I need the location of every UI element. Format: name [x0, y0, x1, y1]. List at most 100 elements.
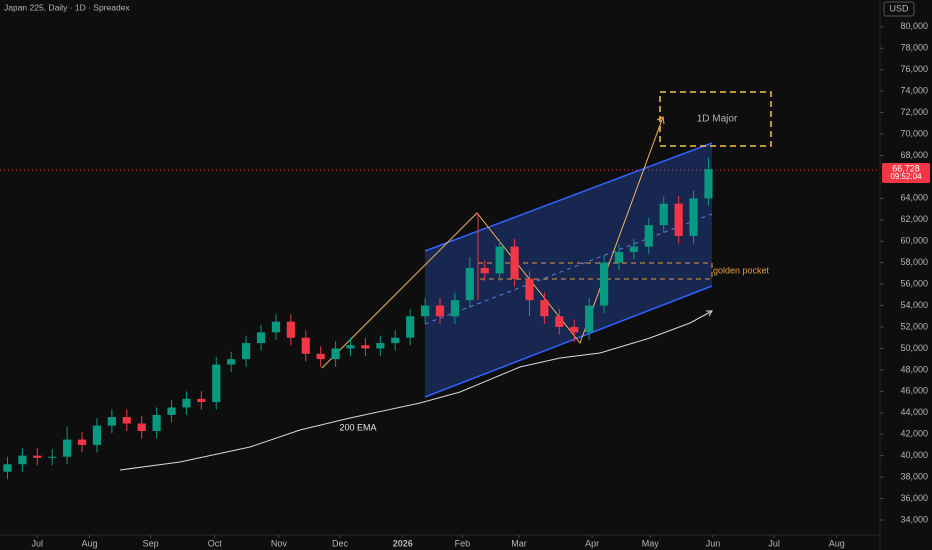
- y-tick-label: 78,000: [900, 43, 928, 53]
- x-tick-label: Mar: [511, 538, 527, 548]
- candle-body: [77, 439, 87, 445]
- candle-body: [555, 316, 564, 328]
- candle-body: [704, 169, 713, 199]
- candle-body: [659, 203, 668, 226]
- candle-body: [465, 268, 474, 301]
- y-tick-label: 44,000: [900, 407, 928, 417]
- candle-body: [406, 316, 415, 338]
- x-tick-label: Jul: [768, 538, 780, 548]
- last-price: 66,728: [892, 163, 920, 173]
- candle-body: [271, 321, 281, 333]
- y-tick-label: 50,000: [900, 343, 928, 353]
- candle-body: [689, 198, 698, 236]
- y-tick-label: 80,000: [900, 21, 928, 31]
- candle-body: [361, 345, 370, 349]
- golden-pocket-box: [477, 262, 713, 280]
- y-tick-label: 42,000: [900, 429, 928, 439]
- chart-title: Japan 225, Daily · 1D · Spreadex: [4, 2, 130, 12]
- candle-body: [197, 398, 206, 403]
- channel-bottom: [424, 285, 713, 398]
- y-tick-label: 68,000: [900, 150, 928, 160]
- candle-body: [182, 398, 191, 408]
- channel-fill: [425, 143, 712, 397]
- x-tick-label: Nov: [271, 538, 288, 548]
- x-tick-label: Jun: [706, 538, 721, 548]
- candle-body: [510, 246, 519, 279]
- y-tick-label: 40,000: [900, 450, 928, 460]
- candle-body: [674, 203, 683, 236]
- candle-body: [167, 407, 176, 415]
- y-tick-label: 64,000: [900, 193, 928, 203]
- y-tick-label: 74,000: [900, 86, 928, 96]
- y-tick-label: 72,000: [900, 107, 928, 117]
- y-tick-label: 36,000: [900, 493, 928, 503]
- ema-label: 200 EMA: [339, 422, 376, 432]
- candle-body: [331, 348, 340, 360]
- candle-body: [570, 327, 579, 333]
- x-tick-label: Oct: [208, 538, 223, 548]
- y-tick-label: 56,000: [900, 278, 928, 288]
- y-tick-label: 62,000: [900, 214, 928, 224]
- candle-body: [3, 464, 12, 472]
- candle-body: [480, 268, 489, 274]
- candle-body: [92, 425, 102, 445]
- candle-body: [495, 246, 504, 274]
- candle-body: [301, 337, 310, 354]
- countdown: 09:52:04: [890, 172, 922, 181]
- candle-body: [420, 305, 430, 317]
- candle-body: [48, 456, 57, 458]
- x-tick-label: Apr: [585, 538, 599, 548]
- x-tick-label: 2026: [393, 538, 413, 548]
- price-badge: [882, 163, 930, 183]
- y-tick-label: 34,000: [900, 514, 928, 524]
- candle-body: [346, 345, 355, 349]
- zigzag: [321, 116, 664, 369]
- candle-body: [63, 439, 72, 457]
- candle-body: [644, 225, 653, 247]
- x-tick-label: Aug: [81, 538, 97, 548]
- candle-body: [525, 278, 534, 301]
- candle-body: [376, 343, 385, 349]
- y-tick-label: 76,000: [900, 64, 928, 74]
- x-tick-label: Feb: [455, 538, 471, 548]
- y-tick-label: 70,000: [900, 128, 928, 138]
- ema-arrow: [706, 310, 713, 317]
- channel-top: [424, 142, 713, 252]
- candle-body: [599, 262, 609, 306]
- candle-body: [122, 417, 131, 424]
- candle-body: [316, 353, 325, 360]
- y-tick-label: 54,000: [900, 300, 928, 310]
- candle-body: [242, 343, 251, 360]
- candle-body: [18, 455, 27, 465]
- ema-line: [119, 310, 713, 471]
- candle-body: [435, 305, 445, 317]
- candle-body: [107, 417, 116, 426]
- y-tick-label: 52,000: [900, 321, 928, 331]
- candle-body: [286, 321, 295, 338]
- x-tick-label: May: [642, 538, 660, 548]
- candle-body: [256, 332, 266, 344]
- candle-body: [450, 300, 460, 317]
- x-tick-label: Sep: [143, 538, 159, 548]
- candle-body: [152, 414, 161, 432]
- candle-body: [540, 300, 549, 317]
- candle-body: [212, 364, 221, 403]
- candle-body: [391, 337, 400, 344]
- candle-body: [585, 305, 594, 333]
- candle-body: [227, 359, 236, 365]
- x-tick-label: Aug: [829, 538, 845, 548]
- y-tick-label: 46,000: [900, 386, 928, 396]
- currency[interactable]: USD: [889, 3, 909, 13]
- candle-body: [629, 246, 638, 252]
- currency-box[interactable]: [883, 1, 915, 17]
- pocket-label: golden pocket: [713, 265, 770, 275]
- x-tick-label: Dec: [332, 538, 349, 548]
- major-label: 1D Major: [697, 114, 738, 125]
- candles: [3, 157, 713, 480]
- y-tick-label: 58,000: [900, 257, 928, 267]
- y-tick-label: 38,000: [900, 471, 928, 481]
- candle-body: [614, 251, 624, 263]
- y-tick-label: 48,000: [900, 364, 928, 374]
